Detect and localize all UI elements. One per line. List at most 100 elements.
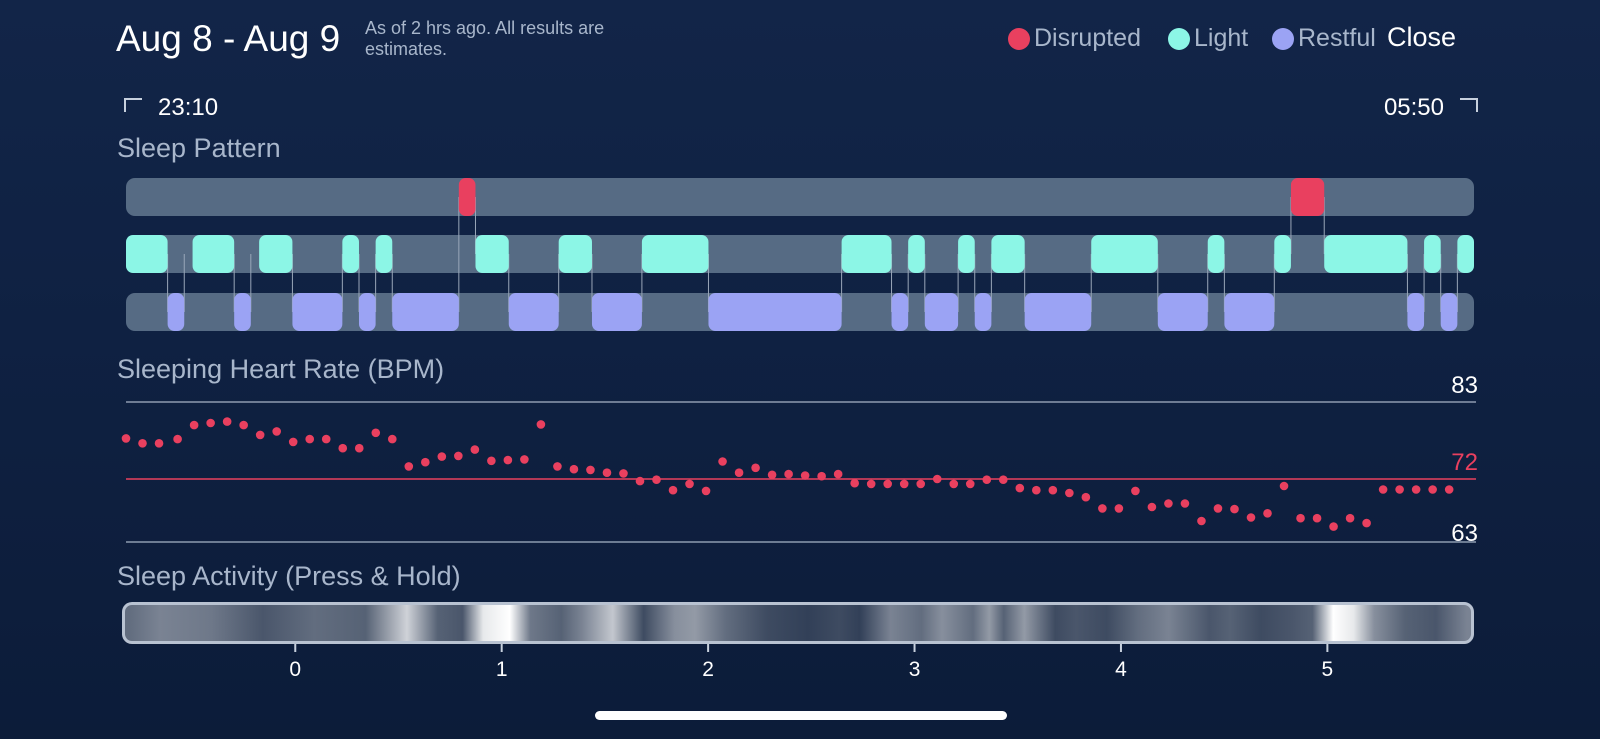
heart-rate-point [255, 430, 265, 440]
segment-light [1091, 235, 1158, 273]
heart-rate-point [1098, 504, 1107, 513]
estimate-note: As of 2 hrs ago. All results are estimat… [365, 18, 605, 59]
segment-disrupted [1290, 178, 1325, 216]
heart-rate-point [1279, 481, 1289, 491]
heart-rate-chart[interactable]: 83 72 63 [0, 360, 1600, 560]
heart-rate-point [668, 485, 678, 495]
segment-light [991, 235, 1025, 273]
heart-rate-point [470, 445, 480, 454]
heart-rate-point [338, 443, 348, 453]
heart-rate-point [1312, 513, 1322, 523]
segment-restful [891, 293, 909, 331]
heart-rate-point [437, 452, 447, 461]
heart-rate-point [487, 456, 496, 466]
segment-light [475, 235, 509, 273]
heart-rate-point [1230, 504, 1239, 514]
segment-restful [167, 293, 185, 331]
heart-rate-point [1246, 513, 1256, 522]
legend-label: Light [1194, 24, 1249, 52]
heart-rate-point [916, 479, 926, 489]
segment-light [192, 235, 235, 273]
start-time: 23:10 [158, 94, 219, 121]
heart-rate-point [173, 434, 182, 444]
home-indicator[interactable] [595, 711, 1007, 720]
light-dot-icon [1168, 27, 1190, 50]
segment-restful [508, 293, 559, 331]
heart-rate-point [800, 471, 810, 480]
heart-rate-point [586, 465, 595, 475]
heart-rate-title: Sleeping Heart Rate (BPM) [117, 354, 445, 384]
heart-rate-point [982, 475, 992, 484]
heart-rate-point [1345, 513, 1355, 523]
restful-dot-icon [1272, 27, 1294, 50]
sleep-pattern-title: Sleep Pattern [117, 133, 281, 163]
heart-rate-point [569, 464, 579, 474]
heart-rate-point [520, 455, 529, 464]
heart-rate-point [833, 469, 843, 479]
heart-rate-point [1428, 485, 1437, 494]
heart-rate-point [1411, 485, 1421, 494]
disrupted-dot-icon [1008, 27, 1030, 50]
sleep-pattern-chart[interactable] [0, 0, 1600, 340]
x-tick-label: 5 [1322, 658, 1334, 681]
segment-restful [1440, 293, 1458, 331]
segment-restful [1157, 293, 1208, 331]
heart-rate-point [239, 420, 248, 430]
segment-light [1457, 235, 1474, 273]
segment-restful [292, 293, 343, 331]
segment-light [342, 235, 359, 273]
heart-rate-point [1180, 499, 1190, 508]
legend-disrupted: Disrupted [1008, 24, 1141, 53]
close-button[interactable]: Close [1386, 22, 1456, 52]
heart-rate-point [817, 471, 826, 481]
end-bracket-icon [1460, 98, 1478, 112]
segment-restful [708, 293, 842, 331]
heart-rate-point [272, 427, 281, 436]
heart-rate-point [553, 462, 562, 471]
average-label: 72 [1451, 449, 1478, 476]
heart-rate-point [784, 469, 793, 479]
segment-light [841, 235, 892, 273]
sleep-activity-heatmap[interactable] [122, 602, 1474, 644]
heart-rate-point [602, 468, 612, 477]
track-disrupted [126, 178, 1474, 216]
legend-label: Disrupted [1034, 24, 1141, 52]
heart-rate-point [701, 486, 711, 496]
sleep-activity-title: Sleep Activity (Press & Hold) [117, 561, 461, 591]
segment-restful [591, 293, 642, 331]
heart-rate-point [635, 476, 645, 486]
legend-label: Restful [1298, 24, 1376, 52]
legend-light: Light [1168, 24, 1248, 53]
heart-rate-point [998, 475, 1008, 484]
segment-light [1424, 235, 1441, 273]
segment-light [1324, 235, 1408, 273]
heart-rate-point [1213, 504, 1223, 513]
heart-rate-point [1147, 502, 1157, 512]
segment-light [958, 235, 975, 273]
segment-restful [1224, 293, 1275, 331]
heart-rate-point [222, 417, 232, 426]
heart-rate-point [751, 463, 760, 473]
heart-rate-point [1395, 485, 1404, 494]
heart-rate-point [1296, 513, 1305, 523]
heart-rate-point [404, 462, 414, 471]
heart-rate-point [652, 475, 661, 484]
segment-light [641, 235, 709, 273]
heart-rate-point [354, 443, 364, 453]
segment-light [126, 235, 168, 273]
max-label: 83 [1451, 372, 1478, 399]
segment-restful [924, 293, 959, 331]
heart-rate-point [138, 439, 147, 448]
heart-rate-point [1263, 509, 1272, 518]
heart-rate-point [503, 455, 513, 465]
segment-light [1274, 235, 1291, 273]
heart-rate-point [1164, 499, 1173, 508]
heart-rate-point [371, 428, 381, 438]
heart-rate-point [1114, 504, 1124, 513]
heart-rate-point [932, 474, 942, 484]
segment-disrupted [458, 178, 476, 216]
heart-rate-point [1032, 485, 1041, 495]
heart-rate-point [866, 479, 876, 489]
heart-rate-point [1065, 488, 1074, 498]
heart-rate-point [718, 457, 727, 466]
